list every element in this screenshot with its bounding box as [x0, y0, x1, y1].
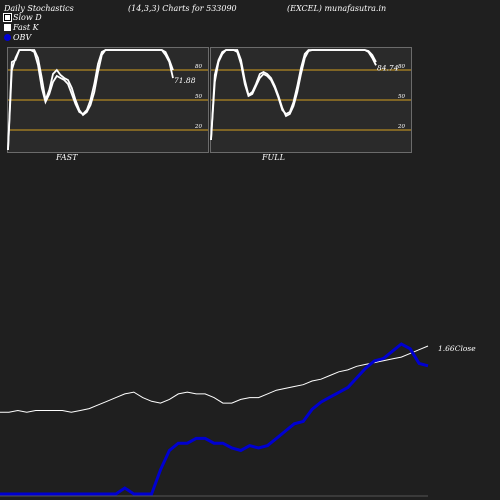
- legend-swatch-icon: [4, 34, 11, 41]
- y-tick-label: 50: [195, 94, 202, 100]
- full-stochastics-panel: 20 50 80 84.74: [210, 47, 412, 153]
- last-value-label: 71.88: [174, 76, 196, 85]
- legend-slow-d: Slow D: [3, 13, 42, 22]
- site-title: (EXCEL) munafasutra.in: [287, 4, 387, 13]
- close-price-line: [0, 345, 429, 413]
- stoch-line-1: [7, 49, 174, 151]
- y-tick-label: 20: [194, 124, 202, 130]
- fast-stochastics-panel: 20 50 80 71.88: [7, 47, 209, 153]
- fast-stochastics-plot: 20 50 80 71.88: [7, 49, 208, 151]
- obv-line: [0, 342, 429, 496]
- last-value-label: 84.74: [377, 63, 399, 72]
- legend-swatch-icon: [3, 13, 12, 22]
- legend-label: Slow D: [13, 13, 42, 22]
- close-value-label: 1.66Close: [438, 344, 476, 353]
- y-tick-label: 50: [398, 94, 405, 100]
- legend-swatch-icon: [4, 24, 11, 31]
- chart-params-title: (14,3,3) Charts for 533090: [128, 4, 237, 13]
- legend-label: OBV: [13, 33, 32, 42]
- legend-obv: OBV: [4, 33, 31, 42]
- legend-label: Fast K: [13, 23, 39, 32]
- legend-fast-k: Fast K: [4, 23, 39, 32]
- y-tick-label: 80: [195, 64, 202, 70]
- fast-panel-label: FAST: [56, 153, 78, 162]
- y-tick-label: 20: [397, 124, 405, 130]
- y-tick-label: 80: [398, 64, 405, 70]
- chart-type-title: Daily Stochastics: [4, 4, 74, 13]
- full-panel-label: FULL: [262, 153, 285, 162]
- stoch-line-1: [210, 49, 377, 141]
